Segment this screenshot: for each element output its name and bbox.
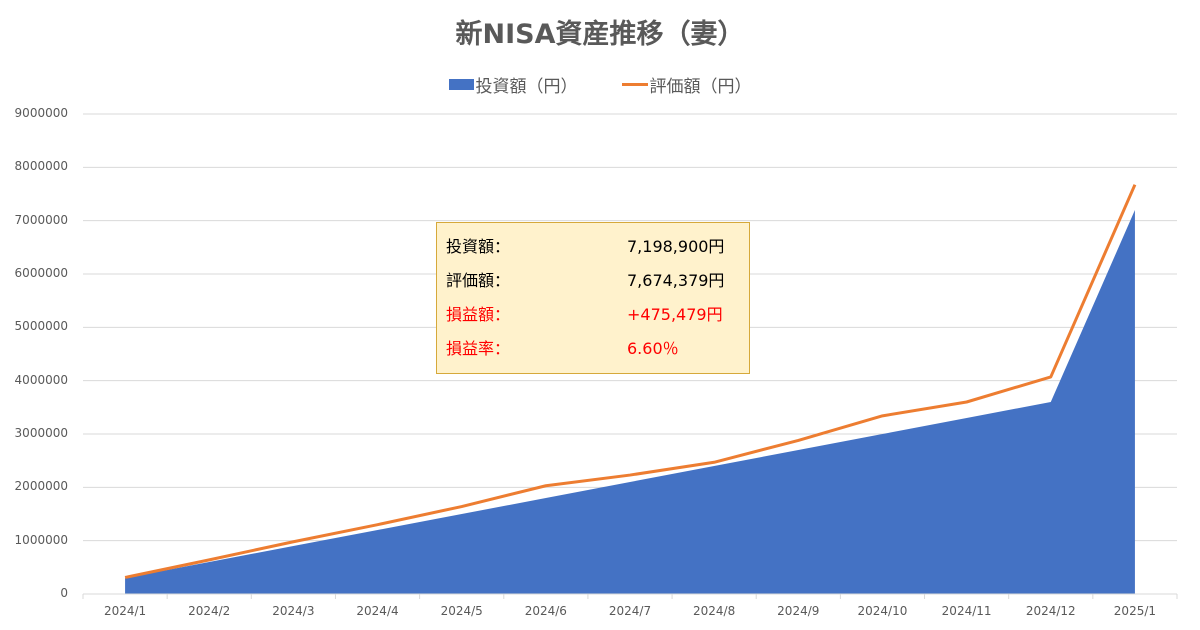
line-swatch-icon <box>621 83 648 86</box>
y-tick-label: 3000000 <box>14 426 68 440</box>
summary-label: 投資額： <box>446 237 511 256</box>
x-axis <box>82 593 1178 599</box>
y-tick-label: 0 <box>60 586 68 600</box>
chart-legend: 投資額（円） 評価額（円） <box>0 72 1200 97</box>
x-tick-label: 2024/3 <box>272 604 315 618</box>
summary-row-profit: 損益額： +475,479円 <box>446 301 746 324</box>
area-swatch-icon <box>448 79 474 90</box>
x-tick-label: 2025/1 <box>1113 604 1157 618</box>
summary-row-valuation: 評価額： 7,674,379円 <box>446 267 746 290</box>
legend-label-valuation: 評価額（円） <box>649 77 752 97</box>
summary-row-investment: 投資額： 7,198,900円 <box>446 233 746 256</box>
x-tick-label: 2024/11 <box>941 604 992 618</box>
y-tick-label: 9000000 <box>14 106 68 120</box>
x-tick-label: 2024/6 <box>524 604 567 618</box>
legend-item-valuation: 評価額（円） <box>621 72 752 97</box>
investment-area <box>125 210 1135 595</box>
x-tick-label: 2024/5 <box>440 604 483 618</box>
x-tick-label: 2024/1 <box>103 604 147 618</box>
summary-value: 6.60％ <box>627 339 679 358</box>
summary-row-rate: 損益率： 6.60％ <box>446 335 746 358</box>
legend-item-investment: 投資額（円） <box>448 72 578 97</box>
valuation-line <box>124 184 1137 579</box>
summary-value: 7,198,900円 <box>627 237 725 256</box>
y-tick-label: 4000000 <box>14 372 68 387</box>
y-tick-label: 2000000 <box>14 479 68 494</box>
x-tick-label: 2024/9 <box>777 604 820 618</box>
summary-label: 損益額： <box>446 305 511 324</box>
chart-title: 新NISA資産推移（妻） <box>455 19 745 50</box>
y-tick-label: 6000000 <box>14 266 68 280</box>
x-tick-label: 2024/4 <box>356 604 399 618</box>
y-tick-label: 1000000 <box>14 532 68 547</box>
summary-label: 評価額： <box>446 271 511 290</box>
legend-label-investment: 投資額（円） <box>475 77 578 97</box>
x-tick-label: 2024/8 <box>693 604 736 618</box>
y-tick-label: 7000000 <box>14 212 68 227</box>
x-tick-label: 2024/2 <box>188 604 231 618</box>
x-tick-label: 2024/7 <box>608 604 652 618</box>
x-tick-label: 2024/10 <box>857 604 908 618</box>
summary-box: 投資額： 7,198,900円 評価額： 7,674,379円 損益額： +47… <box>436 222 750 374</box>
y-tick-label: 8000000 <box>14 159 68 174</box>
x-tick-label: 2024/12 <box>1025 604 1076 618</box>
summary-value: +475,479円 <box>627 305 723 324</box>
summary-label: 損益率： <box>446 339 511 358</box>
y-tick-label: 5000000 <box>14 319 68 334</box>
summary-value: 7,674,379円 <box>627 271 725 290</box>
